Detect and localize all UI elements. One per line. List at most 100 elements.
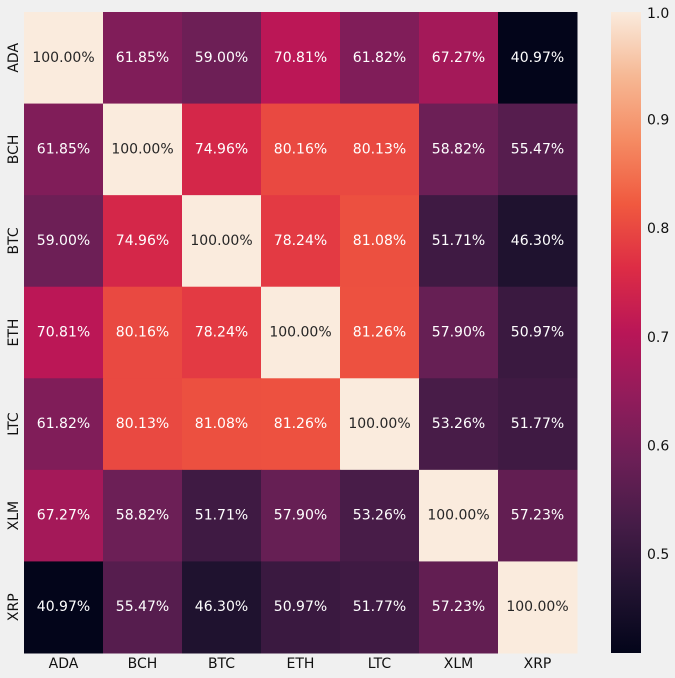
y-tick-label-ltc: LTC	[6, 412, 22, 436]
heatmap-cell-ltc-bch	[103, 378, 183, 471]
heatmap-annotations: 100.00% 61.85% 59.00% 70.81% 61.82% 67.27% 40.…	[32, 50, 568, 615]
colorbar-tick-0.6: 0.6	[647, 438, 669, 454]
heatmap-annotation-xrp-bch: 55.47%	[116, 599, 169, 615]
heatmap-cell-xlm-ada	[24, 469, 104, 562]
heatmap-cell-xlm-xlm	[419, 469, 499, 562]
heatmap-annotation-ltc-eth: 81.26%	[274, 416, 327, 432]
heatmap-annotation-btc-bch: 74.96%	[116, 233, 169, 249]
heatmap-cell-ltc-ltc	[340, 378, 420, 471]
heatmap-annotation-ada-eth: 70.81%	[274, 50, 327, 66]
colorbar-ticks: 0.5 0.6 0.7 0.8 0.9 1.0	[647, 6, 669, 563]
heatmap-cell-xlm-btc	[182, 469, 262, 562]
colorbar-tick-0.7: 0.7	[647, 330, 669, 346]
heatmap-cell-xrp-xlm	[419, 561, 499, 654]
heatmap-annotation-ltc-btc: 81.08%	[195, 416, 248, 432]
heatmap-annotation-eth-eth: 100.00%	[269, 325, 331, 341]
heatmap-annotation-bch-xlm: 58.82%	[432, 141, 485, 157]
heatmap-annotation-bch-btc: 74.96%	[195, 141, 248, 157]
heatmap-annotation-ada-ada: 100.00%	[32, 50, 94, 66]
heatmap-cell-ltc-btc	[182, 378, 262, 471]
heatmap-annotation-ltc-ltc: 100.00%	[348, 416, 410, 432]
heatmap-annotation-xlm-xrp: 57.23%	[511, 508, 564, 524]
heatmap-cell-btc-ltc	[340, 195, 420, 288]
heatmap-cell-ada-ada	[24, 12, 104, 105]
x-tick-label-bch: BCH	[128, 656, 158, 672]
heatmap-cell-ada-btc	[182, 12, 262, 105]
heatmap-annotation-bch-xrp: 55.47%	[511, 141, 564, 157]
heatmap-cell-btc-eth	[261, 195, 341, 288]
heatmap-annotation-eth-ltc: 81.26%	[353, 325, 406, 341]
y-tick-label-bch: BCH	[6, 135, 22, 165]
heatmap-cell-btc-ada	[24, 195, 104, 288]
heatmap-annotation-btc-ltc: 81.08%	[353, 233, 406, 249]
heatmap-annotation-ada-ltc: 61.82%	[353, 50, 406, 66]
y-tick-label-ada: ADA	[6, 43, 22, 73]
heatmap-annotation-eth-bch: 80.16%	[116, 325, 169, 341]
heatmap-cell-ada-ltc	[340, 12, 420, 105]
heatmap-annotation-xlm-xlm: 100.00%	[427, 508, 489, 524]
y-tick-label-xlm: XLM	[6, 501, 22, 530]
heatmap-annotation-ltc-xrp: 51.77%	[511, 416, 564, 432]
heatmap-cell-xrp-bch	[103, 561, 183, 654]
heatmap-cell-btc-btc	[182, 195, 262, 288]
heatmap-cell-bch-btc	[182, 103, 262, 196]
x-tick-label-ltc: LTC	[368, 656, 392, 672]
heatmap-cell-xlm-eth	[261, 469, 341, 562]
heatmap-annotation-xrp-btc: 46.30%	[195, 599, 248, 615]
heatmap-cell-eth-eth	[261, 286, 341, 379]
heatmap-annotation-xrp-xlm: 57.23%	[432, 599, 485, 615]
heatmap-annotation-xlm-btc: 51.71%	[195, 508, 248, 524]
y-tick-label-btc: BTC	[6, 227, 22, 254]
heatmap-cell-eth-ltc	[340, 286, 420, 379]
heatmap-annotation-ltc-bch: 80.13%	[116, 416, 169, 432]
x-tick-label-xlm: XLM	[444, 656, 473, 672]
heatmap-cell-btc-xlm	[419, 195, 499, 288]
heatmap-cell-ltc-ada	[24, 378, 104, 471]
heatmap-cell-xlm-ltc	[340, 469, 420, 562]
heatmap-cell-eth-btc	[182, 286, 262, 379]
heatmap-annotation-ltc-ada: 61.82%	[37, 416, 90, 432]
heatmap-annotation-ada-bch: 61.85%	[116, 50, 169, 66]
colorbar-tick-0.9: 0.9	[647, 113, 669, 129]
heatmap-cell-eth-bch	[103, 286, 183, 379]
heatmap-cell-btc-xrp	[498, 195, 578, 288]
heatmap-annotation-btc-xlm: 51.71%	[432, 233, 485, 249]
heatmap-cell-ada-xrp	[498, 12, 578, 105]
heatmap-cell-xrp-btc	[182, 561, 262, 654]
heatmap-cell-eth-xlm	[419, 286, 499, 379]
y-axis-ticks: ADA BCH BTC ETH LTC XLM XRP	[6, 43, 22, 622]
heatmap-annotation-bch-eth: 80.16%	[274, 141, 327, 157]
colorbar-tick-0.5: 0.5	[647, 547, 669, 563]
heatmap-cell-eth-xrp	[498, 286, 578, 379]
heatmap-annotation-btc-btc: 100.00%	[190, 233, 252, 249]
x-axis-ticks: ADA BCH BTC ETH LTC XLM XRP	[49, 656, 552, 672]
heatmap-annotation-bch-bch: 100.00%	[111, 141, 173, 157]
heatmap-cell-bch-bch	[103, 103, 183, 196]
y-tick-label-xrp: XRP	[6, 593, 22, 621]
x-tick-label-ada: ADA	[49, 656, 79, 672]
heatmap-cell-xrp-ltc	[340, 561, 420, 654]
heatmap-cell-bch-xrp	[498, 103, 578, 196]
heatmap-cell-ltc-eth	[261, 378, 341, 471]
heatmap-cell-eth-ada	[24, 286, 104, 379]
heatmap-cells	[24, 12, 578, 654]
colorbar	[611, 12, 641, 653]
heatmap-annotation-xrp-ltc: 51.77%	[353, 599, 406, 615]
colorbar-tick-1.0: 1.0	[647, 6, 669, 22]
heatmap-cell-xrp-ada	[24, 561, 104, 654]
heatmap-cell-xrp-eth	[261, 561, 341, 654]
x-tick-label-eth: ETH	[287, 656, 315, 672]
heatmap-annotation-xrp-eth: 50.97%	[274, 599, 327, 615]
y-tick-label-eth: ETH	[6, 319, 22, 347]
heatmap-cell-xlm-xrp	[498, 469, 578, 562]
heatmap-cell-bch-ltc	[340, 103, 420, 196]
heatmap-cell-ada-eth	[261, 12, 341, 105]
heatmap-annotation-bch-ltc: 80.13%	[353, 141, 406, 157]
colorbar-tick-0.8: 0.8	[647, 221, 669, 237]
heatmap-annotation-btc-xrp: 46.30%	[511, 233, 564, 249]
heatmap-annotation-xlm-ltc: 53.26%	[353, 508, 406, 524]
heatmap-annotation-xlm-eth: 57.90%	[274, 508, 327, 524]
heatmap-annotation-eth-btc: 78.24%	[195, 325, 248, 341]
heatmap-annotation-ada-xlm: 67.27%	[432, 50, 485, 66]
